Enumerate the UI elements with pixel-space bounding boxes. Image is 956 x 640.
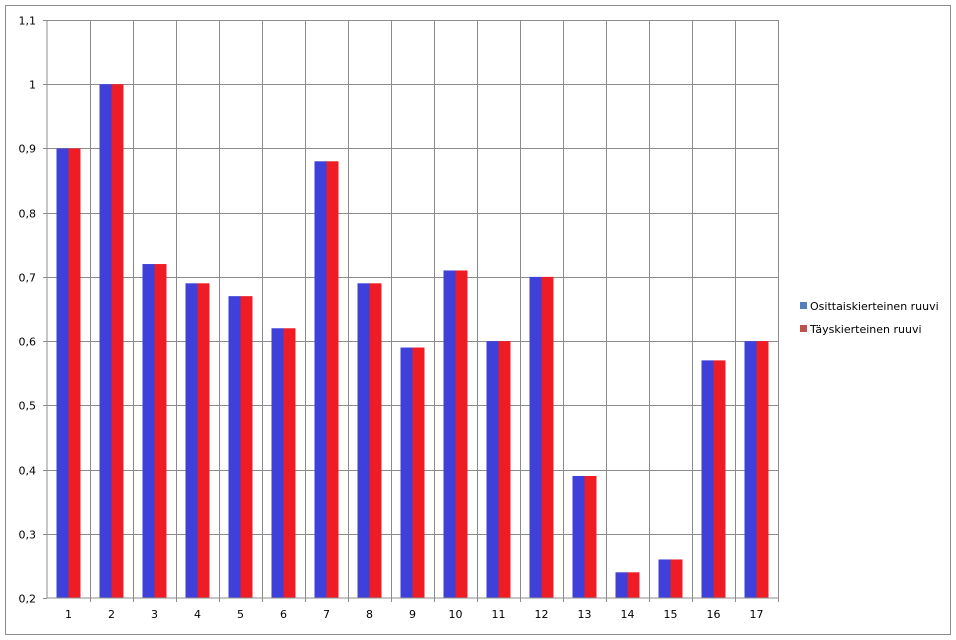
bar-series-2 (412, 347, 425, 598)
bar-series-2 (541, 276, 554, 598)
bar-series-2 (455, 270, 468, 598)
y-tick-label: 0,4 (19, 465, 37, 478)
legend-label: Osittaiskierteinen ruuvi (810, 300, 939, 313)
bar-series-2 (670, 559, 683, 598)
bar-series-1 (271, 328, 284, 598)
x-tick-label: 10 (449, 608, 463, 621)
legend-swatch (800, 302, 807, 309)
bar-series-2 (369, 283, 382, 598)
legend: Osittaiskierteinen ruuvi Täyskierteinen r… (800, 300, 939, 336)
bar-series-1 (314, 161, 327, 599)
y-tick-labels: 0,2 0,3 0,4 0,5 0,6 0,7 0,8 0,9 1 1,1 (19, 15, 37, 606)
bar-series-1 (572, 475, 585, 598)
bar-series-2 (240, 296, 253, 598)
x-tick-label: 7 (323, 608, 330, 621)
bar-series-1 (142, 264, 155, 598)
legend-label: Täyskierteinen ruuvi (809, 323, 922, 336)
x-tick-label: 11 (492, 608, 506, 621)
bars (56, 84, 769, 599)
bar-series-1 (185, 283, 198, 598)
bar-series-2 (197, 283, 210, 598)
y-tick-label: 0,9 (19, 143, 37, 156)
axes (46, 20, 778, 599)
x-tick-label: 4 (194, 608, 201, 621)
x-tick-label: 16 (707, 608, 721, 621)
x-tick-label: 9 (409, 608, 416, 621)
x-tick-label: 12 (535, 608, 549, 621)
bar-series-1 (400, 347, 413, 598)
x-tick-label: 8 (366, 608, 373, 621)
x-tick-label: 13 (578, 608, 592, 621)
bar-series-2 (68, 148, 81, 598)
y-tick-label: 0,8 (19, 208, 37, 221)
bar-series-1 (99, 84, 112, 598)
bar-series-2 (627, 572, 640, 598)
bar-series-1 (228, 296, 241, 598)
x-tick-label: 6 (280, 608, 287, 621)
x-tick-label: 15 (664, 608, 678, 621)
bar-series-2 (498, 341, 511, 598)
bar-series-1 (744, 341, 757, 598)
bar-series-1 (615, 572, 628, 598)
bar-series-2 (111, 84, 124, 598)
bar-series-2 (756, 341, 769, 598)
x-tick-label: 1 (65, 608, 72, 621)
bar-series-1 (701, 360, 714, 598)
bar-series-2 (154, 264, 167, 598)
bar-series-1 (486, 341, 499, 598)
y-tick-label: 1 (29, 79, 36, 92)
y-tick-label: 0,3 (19, 529, 37, 542)
bar-series-1 (529, 276, 542, 598)
bar-series-2 (713, 360, 726, 598)
x-tick-label: 14 (621, 608, 635, 621)
x-tick-label: 2 (108, 608, 115, 621)
y-tick-label: 1,1 (19, 15, 37, 28)
y-tick-label: 0,5 (19, 400, 37, 413)
bar-series-1 (658, 559, 671, 598)
bar-series-2 (283, 328, 296, 598)
x-tick-labels: 1 2 3 4 5 6 7 8 9 10 11 12 13 14 15 16 17 (65, 608, 764, 621)
bar-series-1 (443, 270, 456, 598)
x-tick-label: 5 (237, 608, 244, 621)
legend-swatch (800, 325, 807, 332)
y-tick-label: 0,2 (19, 593, 37, 606)
bar-series-1 (56, 148, 69, 598)
y-tick-label: 0,6 (19, 336, 37, 349)
gridlines (43, 20, 779, 602)
bar-series-1 (357, 283, 370, 598)
x-tick-label: 17 (750, 608, 764, 621)
bar-series-2 (326, 161, 339, 599)
y-tick-label: 0,7 (19, 272, 37, 285)
x-tick-label: 3 (151, 608, 158, 621)
bar-series-2 (584, 475, 597, 598)
